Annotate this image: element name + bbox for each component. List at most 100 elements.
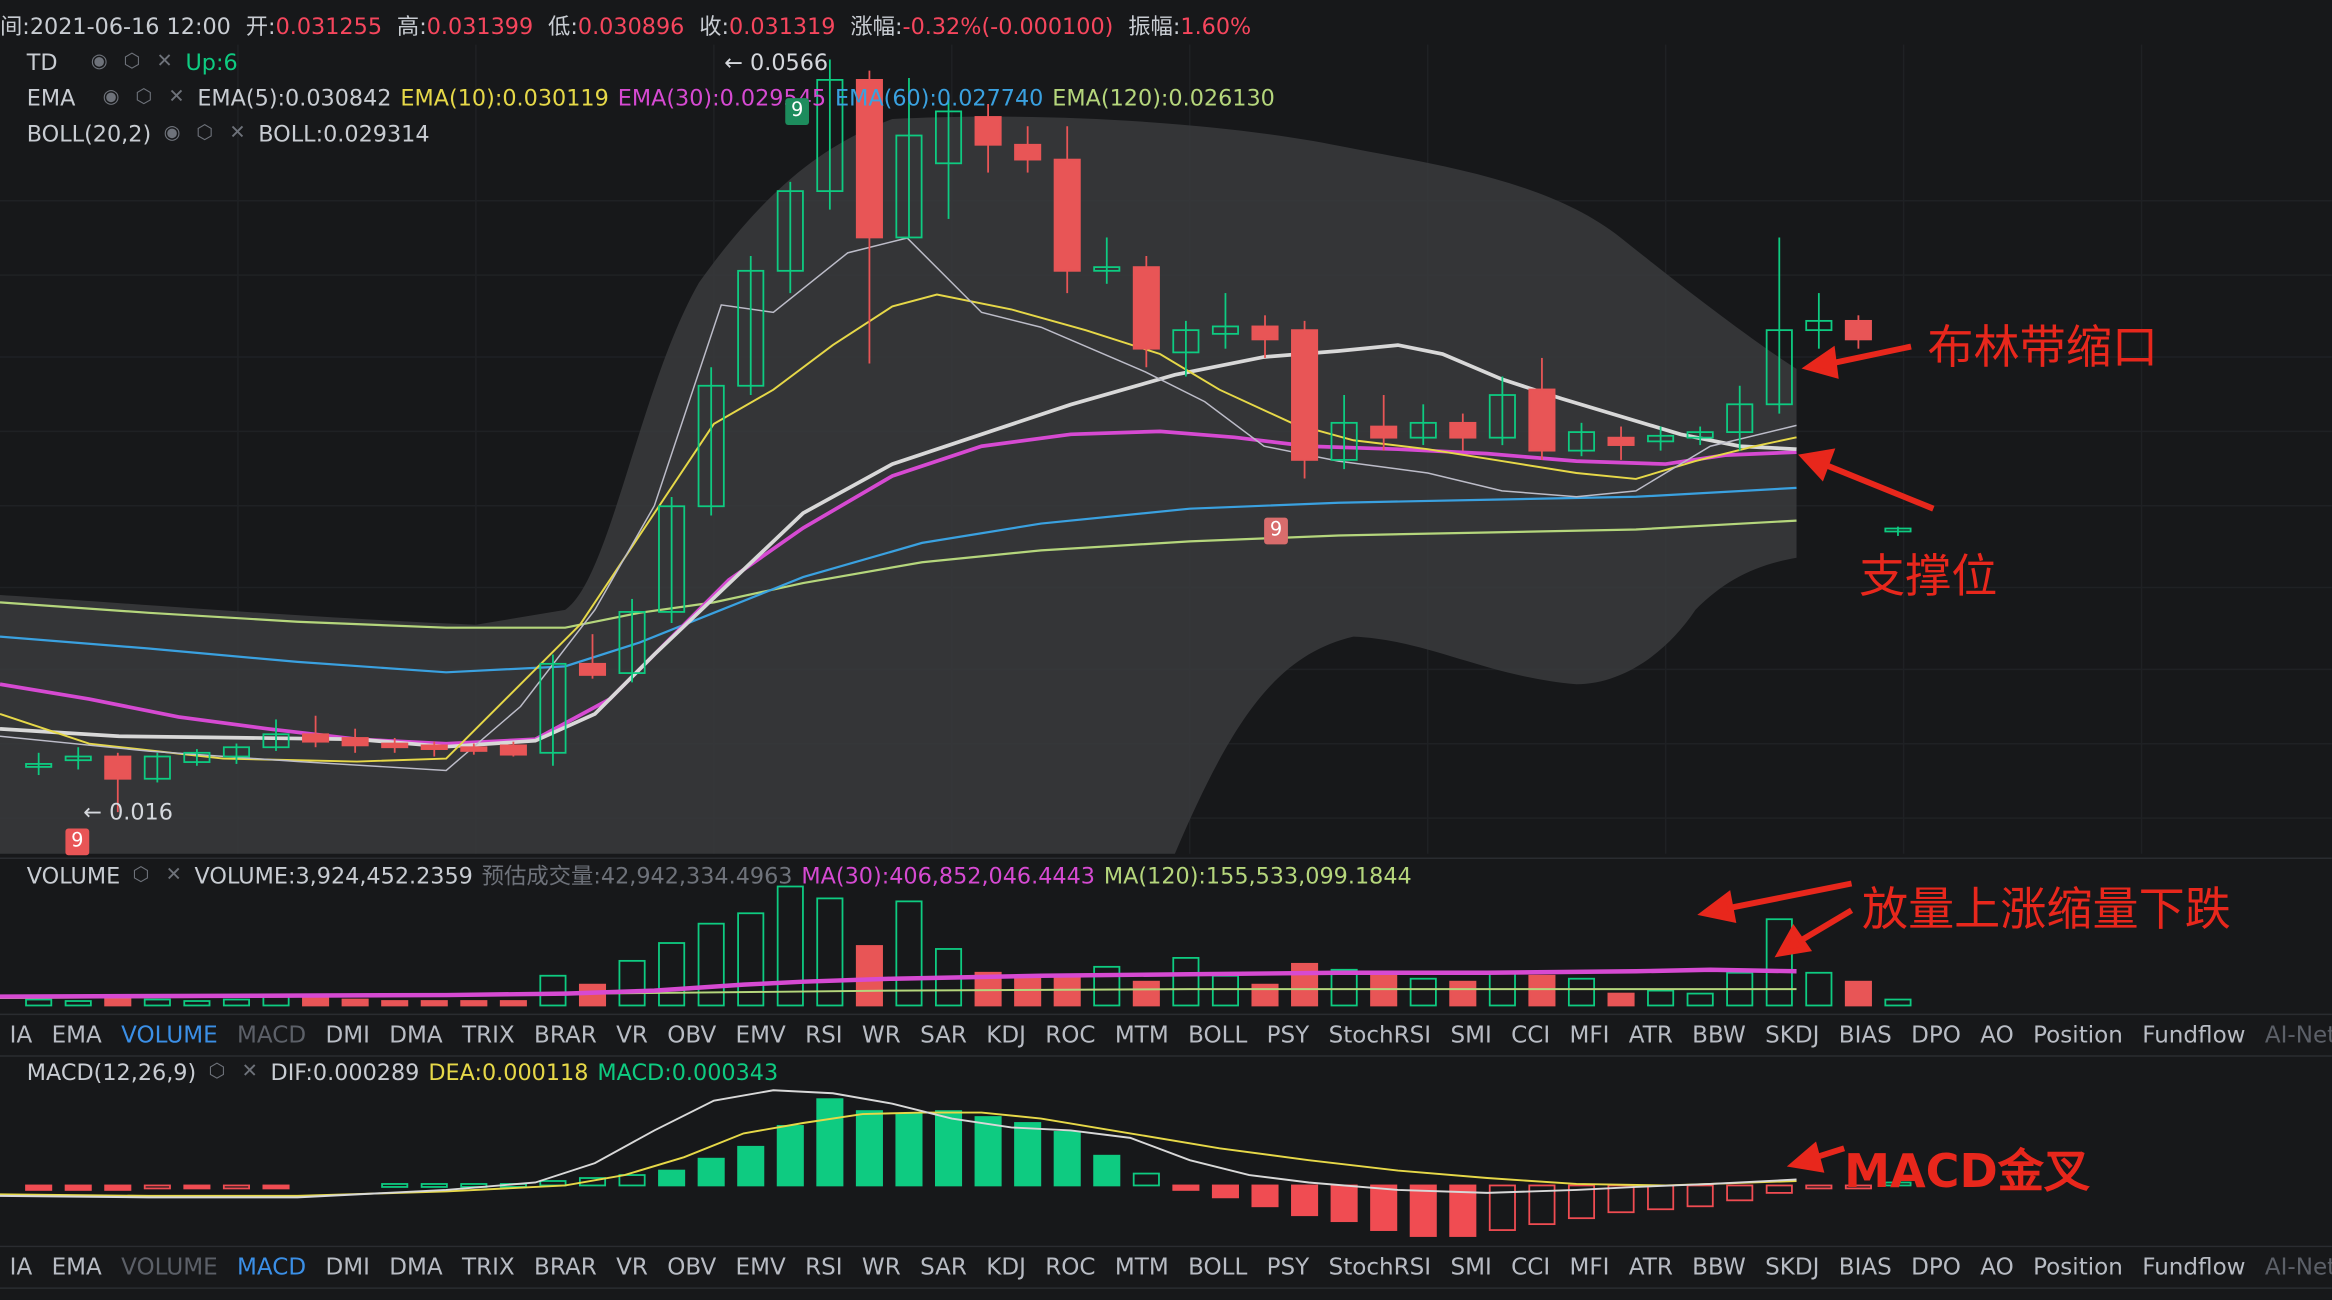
settings-icon[interactable]: ⬡: [196, 121, 214, 145]
tab-dpo[interactable]: DPO: [1911, 1021, 1961, 1049]
tab-emv[interactable]: EMV: [735, 1021, 786, 1049]
close-icon[interactable]: ✕: [168, 86, 185, 109]
boll-band: [0, 116, 1797, 854]
tab-obv[interactable]: OBV: [667, 1253, 717, 1281]
tab-ia[interactable]: IA: [9, 1253, 33, 1281]
tab-smi[interactable]: SMI: [1450, 1253, 1492, 1281]
close-icon[interactable]: ✕: [229, 121, 246, 145]
macd-histogram-bar: [1330, 1184, 1358, 1223]
tab-kdj[interactable]: KDJ: [986, 1021, 1026, 1049]
tab-emv[interactable]: EMV: [735, 1253, 786, 1281]
tab-bias[interactable]: BIAS: [1838, 1253, 1892, 1281]
tab-skdj[interactable]: SKDJ: [1765, 1021, 1820, 1049]
tab-ai-netvo[interactable]: AI-NetVO: [2264, 1021, 2332, 1049]
eye-icon[interactable]: ◉: [90, 50, 108, 73]
tab-position[interactable]: Position: [2033, 1253, 2123, 1281]
volume-bar: [776, 885, 804, 1007]
tab-bias[interactable]: BIAS: [1838, 1021, 1892, 1049]
macd-histogram-bar: [1409, 1184, 1437, 1237]
tab-stochrsi[interactable]: StochRSI: [1328, 1021, 1432, 1049]
tab-ai-netvo[interactable]: AI-NetVO: [2264, 1253, 2332, 1281]
annotation-volume: 放量上涨缩量下跌: [1861, 883, 2231, 938]
tab-cci[interactable]: CCI: [1511, 1021, 1551, 1049]
settings-icon[interactable]: ⬡: [132, 864, 150, 887]
tab-wr[interactable]: WR: [861, 1021, 901, 1049]
tab-boll[interactable]: BOLL: [1188, 1021, 1248, 1049]
tab-fundflow[interactable]: Fundflow: [2142, 1253, 2246, 1281]
tab-roc[interactable]: ROC: [1045, 1021, 1096, 1049]
eye-icon[interactable]: ◉: [102, 86, 120, 109]
tab-sar[interactable]: SAR: [920, 1253, 967, 1281]
candle-body: [618, 611, 646, 674]
candle-body: [1093, 266, 1121, 272]
tab-smi[interactable]: SMI: [1450, 1021, 1492, 1049]
macd-histogram-bar: [1647, 1184, 1675, 1211]
tab-ao[interactable]: AO: [1980, 1253, 2014, 1281]
volume-bar: [1132, 980, 1160, 1007]
tab-dma[interactable]: DMA: [389, 1021, 443, 1049]
tab-stochrsi[interactable]: StochRSI: [1328, 1253, 1432, 1281]
tab-ema[interactable]: EMA: [51, 1021, 102, 1049]
tab-obv[interactable]: OBV: [667, 1021, 717, 1049]
tab-mfi[interactable]: MFI: [1569, 1021, 1610, 1049]
settings-icon[interactable]: ⬡: [123, 50, 141, 73]
tab-psy[interactable]: PSY: [1266, 1253, 1310, 1281]
macd-histogram-bar: [1093, 1154, 1121, 1187]
close-icon[interactable]: ✕: [241, 1060, 258, 1083]
close-icon[interactable]: ✕: [156, 50, 173, 73]
tab-sar[interactable]: SAR: [920, 1021, 967, 1049]
tab-dma[interactable]: DMA: [389, 1253, 443, 1281]
td-count-tag-low: 9: [65, 828, 90, 856]
candle-body: [1291, 329, 1319, 461]
tab-dmi[interactable]: DMI: [325, 1021, 370, 1049]
tab-mtm[interactable]: MTM: [1114, 1253, 1169, 1281]
tab-atr[interactable]: ATR: [1628, 1253, 1673, 1281]
tab-trix[interactable]: TRIX: [462, 1021, 515, 1049]
macd-histogram-bar: [1014, 1122, 1042, 1187]
tab-boll[interactable]: BOLL: [1188, 1253, 1248, 1281]
tab-ema[interactable]: EMA: [51, 1253, 102, 1281]
candle-body: [1370, 425, 1398, 439]
macd-histogram-bar: [420, 1183, 448, 1188]
volume-bar: [1528, 974, 1556, 1007]
tab-volume[interactable]: VOLUME: [121, 1021, 218, 1049]
tab-mtm[interactable]: MTM: [1114, 1021, 1169, 1049]
tab-brar[interactable]: BRAR: [534, 1021, 597, 1049]
tab-wr[interactable]: WR: [861, 1253, 901, 1281]
tab-macd[interactable]: MACD: [237, 1253, 307, 1281]
eye-icon[interactable]: ◉: [163, 121, 181, 145]
tab-bbw[interactable]: BBW: [1692, 1253, 1746, 1281]
tab-volume[interactable]: VOLUME: [121, 1253, 218, 1281]
tab-rsi[interactable]: RSI: [805, 1021, 843, 1049]
settings-icon[interactable]: ⬡: [208, 1060, 226, 1083]
ema-indicator-row: EMA ◉ ⬡ ✕ EMA(5):0.030842 EMA(10):0.0301…: [27, 83, 1275, 113]
tab-rsi[interactable]: RSI: [805, 1253, 843, 1281]
macd-histogram-bar: [1291, 1184, 1319, 1217]
tab-skdj[interactable]: SKDJ: [1765, 1253, 1820, 1281]
tab-vr[interactable]: VR: [616, 1253, 648, 1281]
tab-ia[interactable]: IA: [9, 1021, 33, 1049]
tab-brar[interactable]: BRAR: [534, 1253, 597, 1281]
tab-roc[interactable]: ROC: [1045, 1253, 1096, 1281]
settings-icon[interactable]: ⬡: [135, 86, 153, 109]
tab-cci[interactable]: CCI: [1511, 1253, 1551, 1281]
volume-bar: [737, 912, 765, 1007]
tab-ao[interactable]: AO: [1980, 1021, 2014, 1049]
tab-macd[interactable]: MACD: [237, 1021, 307, 1049]
tab-psy[interactable]: PSY: [1266, 1021, 1310, 1049]
tab-dpo[interactable]: DPO: [1911, 1253, 1961, 1281]
tab-mfi[interactable]: MFI: [1569, 1253, 1610, 1281]
candle-body: [381, 742, 409, 749]
tab-fundflow[interactable]: Fundflow: [2142, 1021, 2246, 1049]
tab-kdj[interactable]: KDJ: [986, 1253, 1026, 1281]
tab-bbw[interactable]: BBW: [1692, 1021, 1746, 1049]
volume-value: VOLUME:3,924,452.2359: [194, 862, 473, 890]
volume-bar: [460, 1000, 488, 1007]
tab-dmi[interactable]: DMI: [325, 1253, 370, 1281]
close-icon[interactable]: ✕: [165, 864, 182, 887]
tab-trix[interactable]: TRIX: [462, 1253, 515, 1281]
tab-vr[interactable]: VR: [616, 1021, 648, 1049]
tab-position[interactable]: Position: [2033, 1021, 2123, 1049]
tab-atr[interactable]: ATR: [1628, 1021, 1673, 1049]
